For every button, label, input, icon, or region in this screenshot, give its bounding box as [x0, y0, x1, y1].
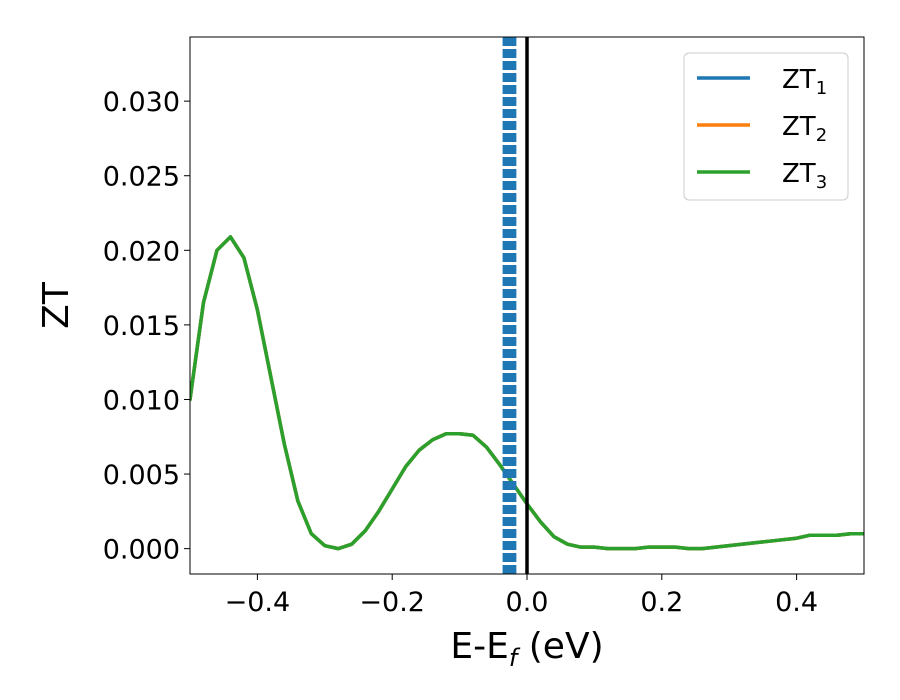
legend-label-zt2: ZT2 [782, 112, 827, 146]
legend-label-zt1: ZT1 [782, 65, 827, 99]
y-tick-label: 0.000 [103, 535, 180, 566]
x-tick-label: −0.2 [359, 587, 425, 618]
legend-box [683, 52, 849, 201]
x-tick-label: 0.2 [640, 587, 683, 618]
y-tick-label: 0.005 [103, 460, 180, 491]
x-axis-label: E-Ef (eV) [450, 626, 603, 672]
y-tick-label: 0.025 [103, 162, 180, 193]
legend-label-zt3: ZT3 [782, 159, 827, 193]
y-axis-label: ZT [36, 281, 77, 329]
y-tick-label: 0.015 [103, 311, 180, 342]
y-tick-label: 0.020 [103, 236, 180, 267]
legend: ZT1 ZT2 ZT3 [683, 52, 849, 201]
x-tick-label: 0.4 [775, 587, 818, 618]
y-tick-label: 0.030 [103, 87, 180, 118]
y-tick-label: 0.010 [103, 385, 180, 416]
axes: −0.4 −0.2 0.0 0.2 0.4 0.000 0.005 0.010 0.015 0.0… [36, 36, 865, 672]
x-tick-label: 0.0 [506, 587, 549, 618]
plot-area [190, 37, 864, 574]
x-tick-label: −0.4 [225, 587, 291, 618]
